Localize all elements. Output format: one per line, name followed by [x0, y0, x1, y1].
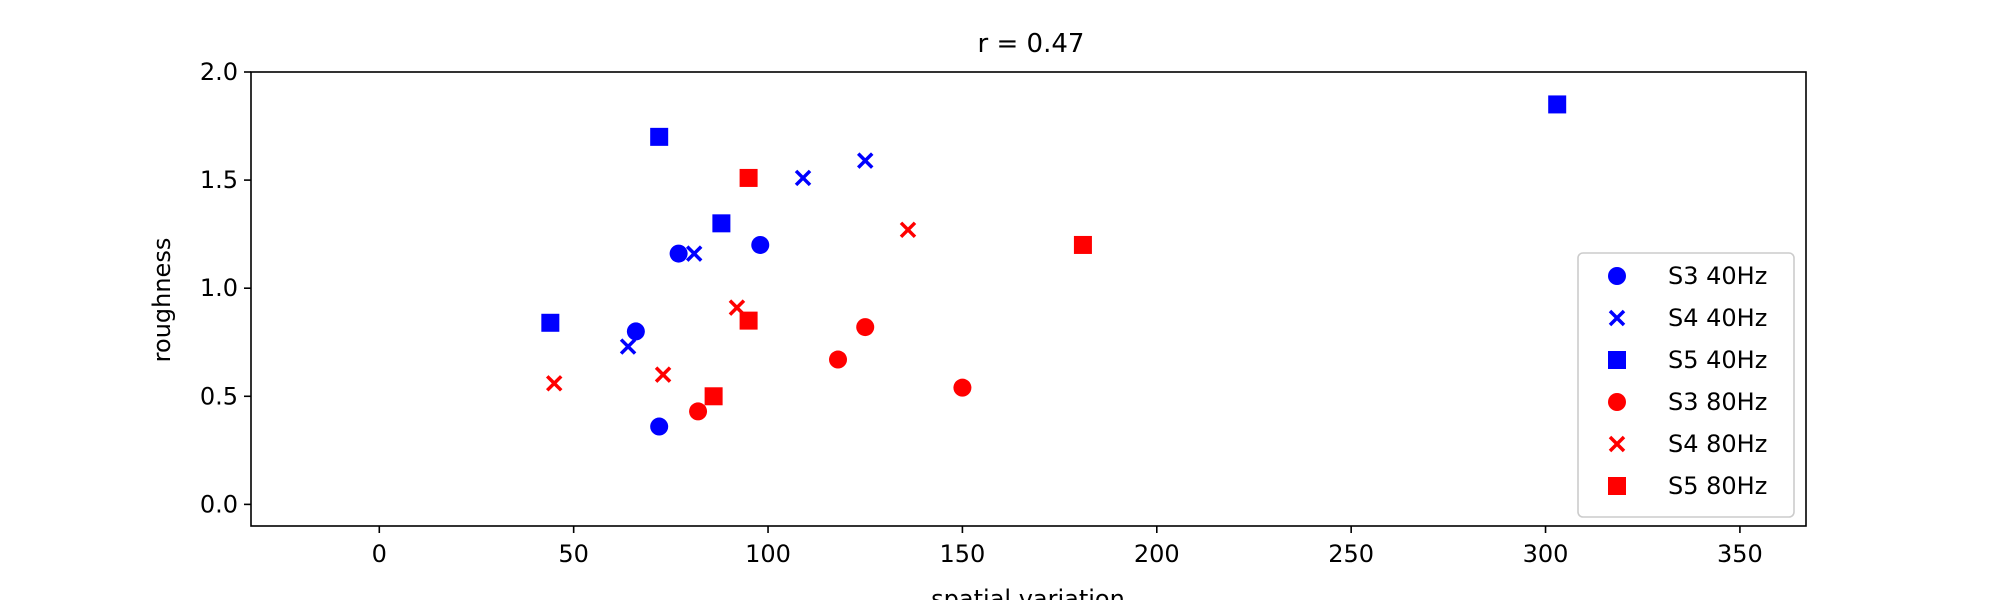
- point-s5-80hz: [1073, 235, 1092, 254]
- legend-label: S4 80Hz: [1668, 430, 1767, 458]
- x-axis: 0 50 100 150 200 250 300 350: [372, 526, 1763, 568]
- point-s5-40hz: [1548, 95, 1567, 114]
- point-s5-80hz: [739, 168, 758, 187]
- legend-frame: [1577, 252, 1795, 518]
- point-s4-40hz: [856, 152, 874, 169]
- point-s3-40hz: [669, 244, 688, 263]
- legend-label: S5 80Hz: [1668, 472, 1767, 500]
- point-s4-40hz: [619, 338, 637, 355]
- point-s3-40hz: [626, 322, 645, 341]
- point-s4-80hz: [545, 375, 563, 392]
- x-tick-label: 350: [1717, 540, 1763, 568]
- x-tick-label: 200: [1134, 540, 1180, 568]
- x-tick-label: 0: [372, 540, 387, 568]
- point-s3-80hz: [856, 318, 875, 337]
- point-s4-80hz: [654, 366, 672, 383]
- legend-marker: [1608, 351, 1626, 369]
- point-s4-40hz: [794, 169, 812, 187]
- legend-label: S5 40Hz: [1668, 346, 1767, 374]
- point-s5-80hz: [704, 387, 723, 406]
- point-s3-40hz: [650, 417, 669, 436]
- x-tick-label: 250: [1328, 540, 1374, 568]
- y-tick-label: 0.0: [200, 490, 238, 518]
- x-tick-label: 300: [1523, 540, 1569, 568]
- chart-title: r = 0.47: [978, 29, 1085, 59]
- x-tick-label: 150: [940, 540, 986, 568]
- legend-marker: [1608, 477, 1626, 495]
- point-s5-40hz: [541, 313, 560, 332]
- legend-label: S3 80Hz: [1668, 388, 1767, 416]
- point-s5-40hz: [650, 127, 669, 146]
- legend-label: S3 40Hz: [1668, 262, 1767, 290]
- y-tick-label: 1.0: [200, 274, 238, 302]
- y-axis-label: roughness: [148, 238, 176, 363]
- x-tick-label: 50: [558, 540, 589, 568]
- point-s3-80hz: [689, 402, 708, 421]
- point-s3-80hz: [953, 378, 972, 397]
- point-s4-80hz: [899, 221, 917, 239]
- point-s3-40hz: [751, 235, 770, 254]
- y-tick-label: 2.0: [200, 58, 238, 86]
- data-points: [541, 95, 1567, 436]
- y-axis: 0.0 0.5 1.0 1.5 2.0: [200, 58, 251, 518]
- y-tick-label: 1.5: [200, 166, 238, 194]
- plot-area-frame: [250, 71, 1807, 527]
- point-s5-80hz: [739, 311, 758, 330]
- point-s3-80hz: [829, 350, 848, 369]
- x-tick-label: 100: [745, 540, 791, 568]
- legend: S3 40Hz S4 40Hz S5 40Hz S3 80Hz S4 80Hz S5 80…: [1577, 252, 1795, 518]
- legend-label: S4 40Hz: [1668, 304, 1767, 332]
- x-axis-label: spatial variation: [931, 585, 1125, 600]
- legend-marker: [1608, 435, 1626, 453]
- legend-marker: [1608, 309, 1626, 327]
- legend-marker: [1608, 393, 1626, 411]
- point-s4-40hz: [685, 245, 703, 262]
- point-s5-40hz: [712, 214, 731, 233]
- legend-marker: [1608, 267, 1626, 285]
- y-tick-label: 0.5: [200, 382, 238, 410]
